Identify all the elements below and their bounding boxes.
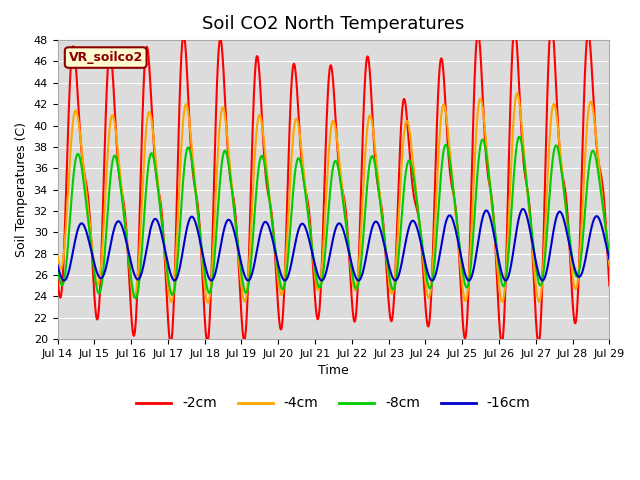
Legend: -2cm, -4cm, -8cm, -16cm: -2cm, -4cm, -8cm, -16cm [131,391,536,416]
X-axis label: Time: Time [318,364,349,377]
Text: VR_soilco2: VR_soilco2 [68,51,143,64]
Title: Soil CO2 North Temperatures: Soil CO2 North Temperatures [202,15,465,33]
Y-axis label: Soil Temperatures (C): Soil Temperatures (C) [15,122,28,257]
